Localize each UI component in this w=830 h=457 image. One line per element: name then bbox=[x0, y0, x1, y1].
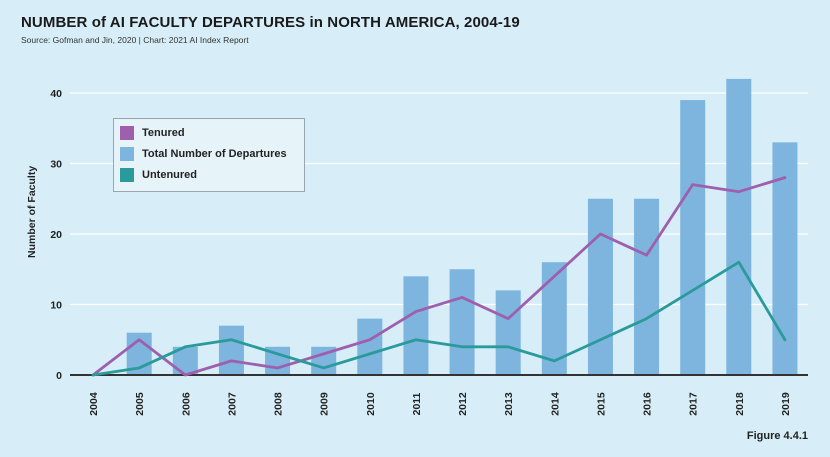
legend-swatch-tenured bbox=[120, 125, 134, 140]
bar-2011 bbox=[403, 276, 429, 375]
line-layer bbox=[91, 176, 787, 377]
legend-item-tenured: Tenured bbox=[120, 122, 304, 143]
point-tenured-2008 bbox=[276, 366, 279, 370]
bar-2012 bbox=[449, 269, 475, 375]
point-tenured-2019 bbox=[783, 176, 787, 179]
x-tick-label: 2012 bbox=[457, 392, 469, 416]
chart-source: Source: Gofman and Jin, 2020 | Chart: 20… bbox=[21, 35, 249, 45]
bar-2015 bbox=[587, 198, 613, 375]
point-tenured-2012 bbox=[460, 296, 464, 299]
point-untenured-2006 bbox=[184, 345, 187, 348]
bar-2016 bbox=[634, 198, 660, 375]
figure-label: Figure 4.4.1 bbox=[746, 430, 808, 442]
legend-label-tenured: Tenured bbox=[142, 126, 185, 139]
x-tick-label: 2016 bbox=[642, 392, 654, 416]
point-tenured-2014 bbox=[553, 275, 556, 278]
x-tick-label: 2018 bbox=[734, 392, 746, 416]
point-tenured-2005 bbox=[137, 338, 141, 341]
y-tick-label: 40 bbox=[50, 88, 62, 100]
point-untenured-2018 bbox=[737, 261, 741, 264]
bar-2013 bbox=[495, 290, 521, 375]
point-tenured-2016 bbox=[645, 253, 648, 257]
bar-2010 bbox=[357, 318, 383, 375]
y-tick-label: 10 bbox=[50, 300, 62, 312]
bar-layer bbox=[126, 78, 798, 376]
point-untenured-2015 bbox=[599, 338, 602, 341]
point-untenured-2013 bbox=[506, 345, 510, 348]
point-untenured-2011 bbox=[414, 338, 418, 341]
chart-title: NUMBER of AI FACULTY DEPARTURES in NORTH… bbox=[21, 14, 520, 31]
point-untenured-2012 bbox=[460, 345, 464, 348]
point-untenured-2016 bbox=[645, 317, 648, 320]
bar-2018 bbox=[726, 78, 752, 376]
point-tenured-2007 bbox=[230, 359, 233, 363]
point-untenured-2009 bbox=[322, 366, 325, 370]
x-tick-label: 2006 bbox=[180, 392, 192, 416]
point-untenured-2019 bbox=[783, 338, 787, 341]
legend-label-untenured: Untenured bbox=[142, 168, 197, 181]
legend-swatch-untenured bbox=[120, 167, 134, 182]
point-tenured-2018 bbox=[737, 190, 741, 193]
point-untenured-2017 bbox=[691, 289, 694, 292]
point-untenured-2014 bbox=[553, 359, 556, 363]
point-untenured-2004 bbox=[91, 373, 95, 377]
point-untenured-2007 bbox=[230, 338, 233, 341]
y-tick-label: 20 bbox=[50, 229, 62, 241]
legend-swatch-total bbox=[120, 146, 134, 161]
point-tenured-2010 bbox=[368, 338, 372, 341]
x-tick-label: 2014 bbox=[549, 392, 561, 416]
x-tick-label: 2013 bbox=[503, 392, 515, 416]
legend-item-total: Total Number of Departures bbox=[120, 143, 304, 164]
point-tenured-2011 bbox=[414, 310, 418, 313]
point-tenured-2006 bbox=[184, 373, 187, 377]
line-tenured bbox=[91, 176, 787, 377]
point-untenured-2005 bbox=[137, 366, 141, 370]
x-tick-label: 2011 bbox=[411, 392, 423, 415]
line-untenured bbox=[91, 260, 787, 377]
y-tick-label: 0 bbox=[56, 370, 62, 382]
x-tick-label: 2007 bbox=[226, 392, 238, 416]
bar-2017 bbox=[680, 100, 706, 376]
legend-item-untenured: Untenured bbox=[120, 164, 304, 185]
x-tick-label: 2010 bbox=[365, 392, 377, 416]
x-tick-label: 2008 bbox=[273, 392, 285, 416]
legend: Tenured Total Number of Departures Unten… bbox=[113, 118, 305, 192]
point-tenured-2017 bbox=[691, 183, 694, 186]
x-tick-label: 2019 bbox=[780, 392, 792, 416]
point-untenured-2008 bbox=[276, 352, 279, 356]
bar-2007 bbox=[218, 325, 244, 375]
point-tenured-2015 bbox=[599, 232, 602, 236]
x-tick-label: 2015 bbox=[595, 392, 607, 416]
point-tenured-2009 bbox=[322, 352, 325, 356]
x-tick-label: 2005 bbox=[134, 392, 146, 416]
x-tick-label: 2017 bbox=[688, 392, 700, 416]
y-tick-label: 30 bbox=[50, 159, 62, 171]
x-tick-label: 2004 bbox=[88, 392, 100, 416]
point-untenured-2010 bbox=[368, 352, 372, 356]
tick-layer: 0 10 20 30 40 2004 2005 2006 2007 2008 2009 2010 201… bbox=[50, 88, 792, 416]
legend-label-total: Total Number of Departures bbox=[142, 147, 287, 160]
x-tick-label: 2009 bbox=[319, 392, 331, 416]
point-tenured-2013 bbox=[506, 317, 510, 320]
